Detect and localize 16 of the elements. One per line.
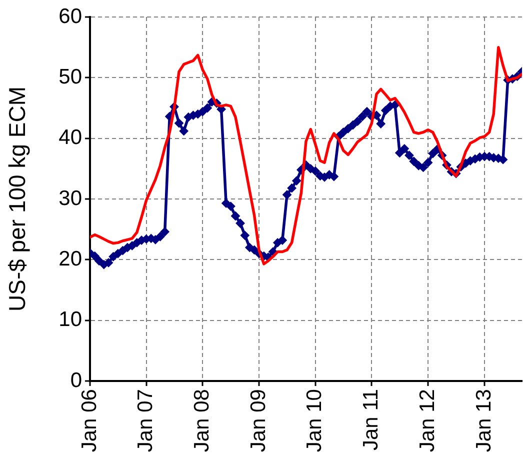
y-axis-title: US-$ per 100 kg ECM	[4, 86, 30, 312]
y-tick-label: 40	[58, 126, 82, 150]
x-tick-label: Jan 10	[303, 389, 326, 452]
y-tick-label: 0	[70, 368, 82, 392]
x-tick-label: Jan 09	[246, 389, 270, 452]
x-tick-label: Jan 12	[416, 389, 439, 452]
x-tick-label: Jan 06	[78, 389, 101, 452]
x-tick-label: Jan 11	[360, 389, 383, 450]
y-tick-label: 10	[58, 308, 82, 332]
x-tick-label: Jan 07	[134, 389, 158, 452]
y-tick-label: 30	[58, 186, 82, 210]
x-tick-label: Jan 08	[190, 389, 214, 452]
y-tick-label: 60	[58, 4, 82, 28]
y-tick-label: 20	[58, 247, 82, 270]
x-tick-label: Jan 13	[472, 389, 496, 452]
y-tick-label: 50	[58, 65, 82, 88]
